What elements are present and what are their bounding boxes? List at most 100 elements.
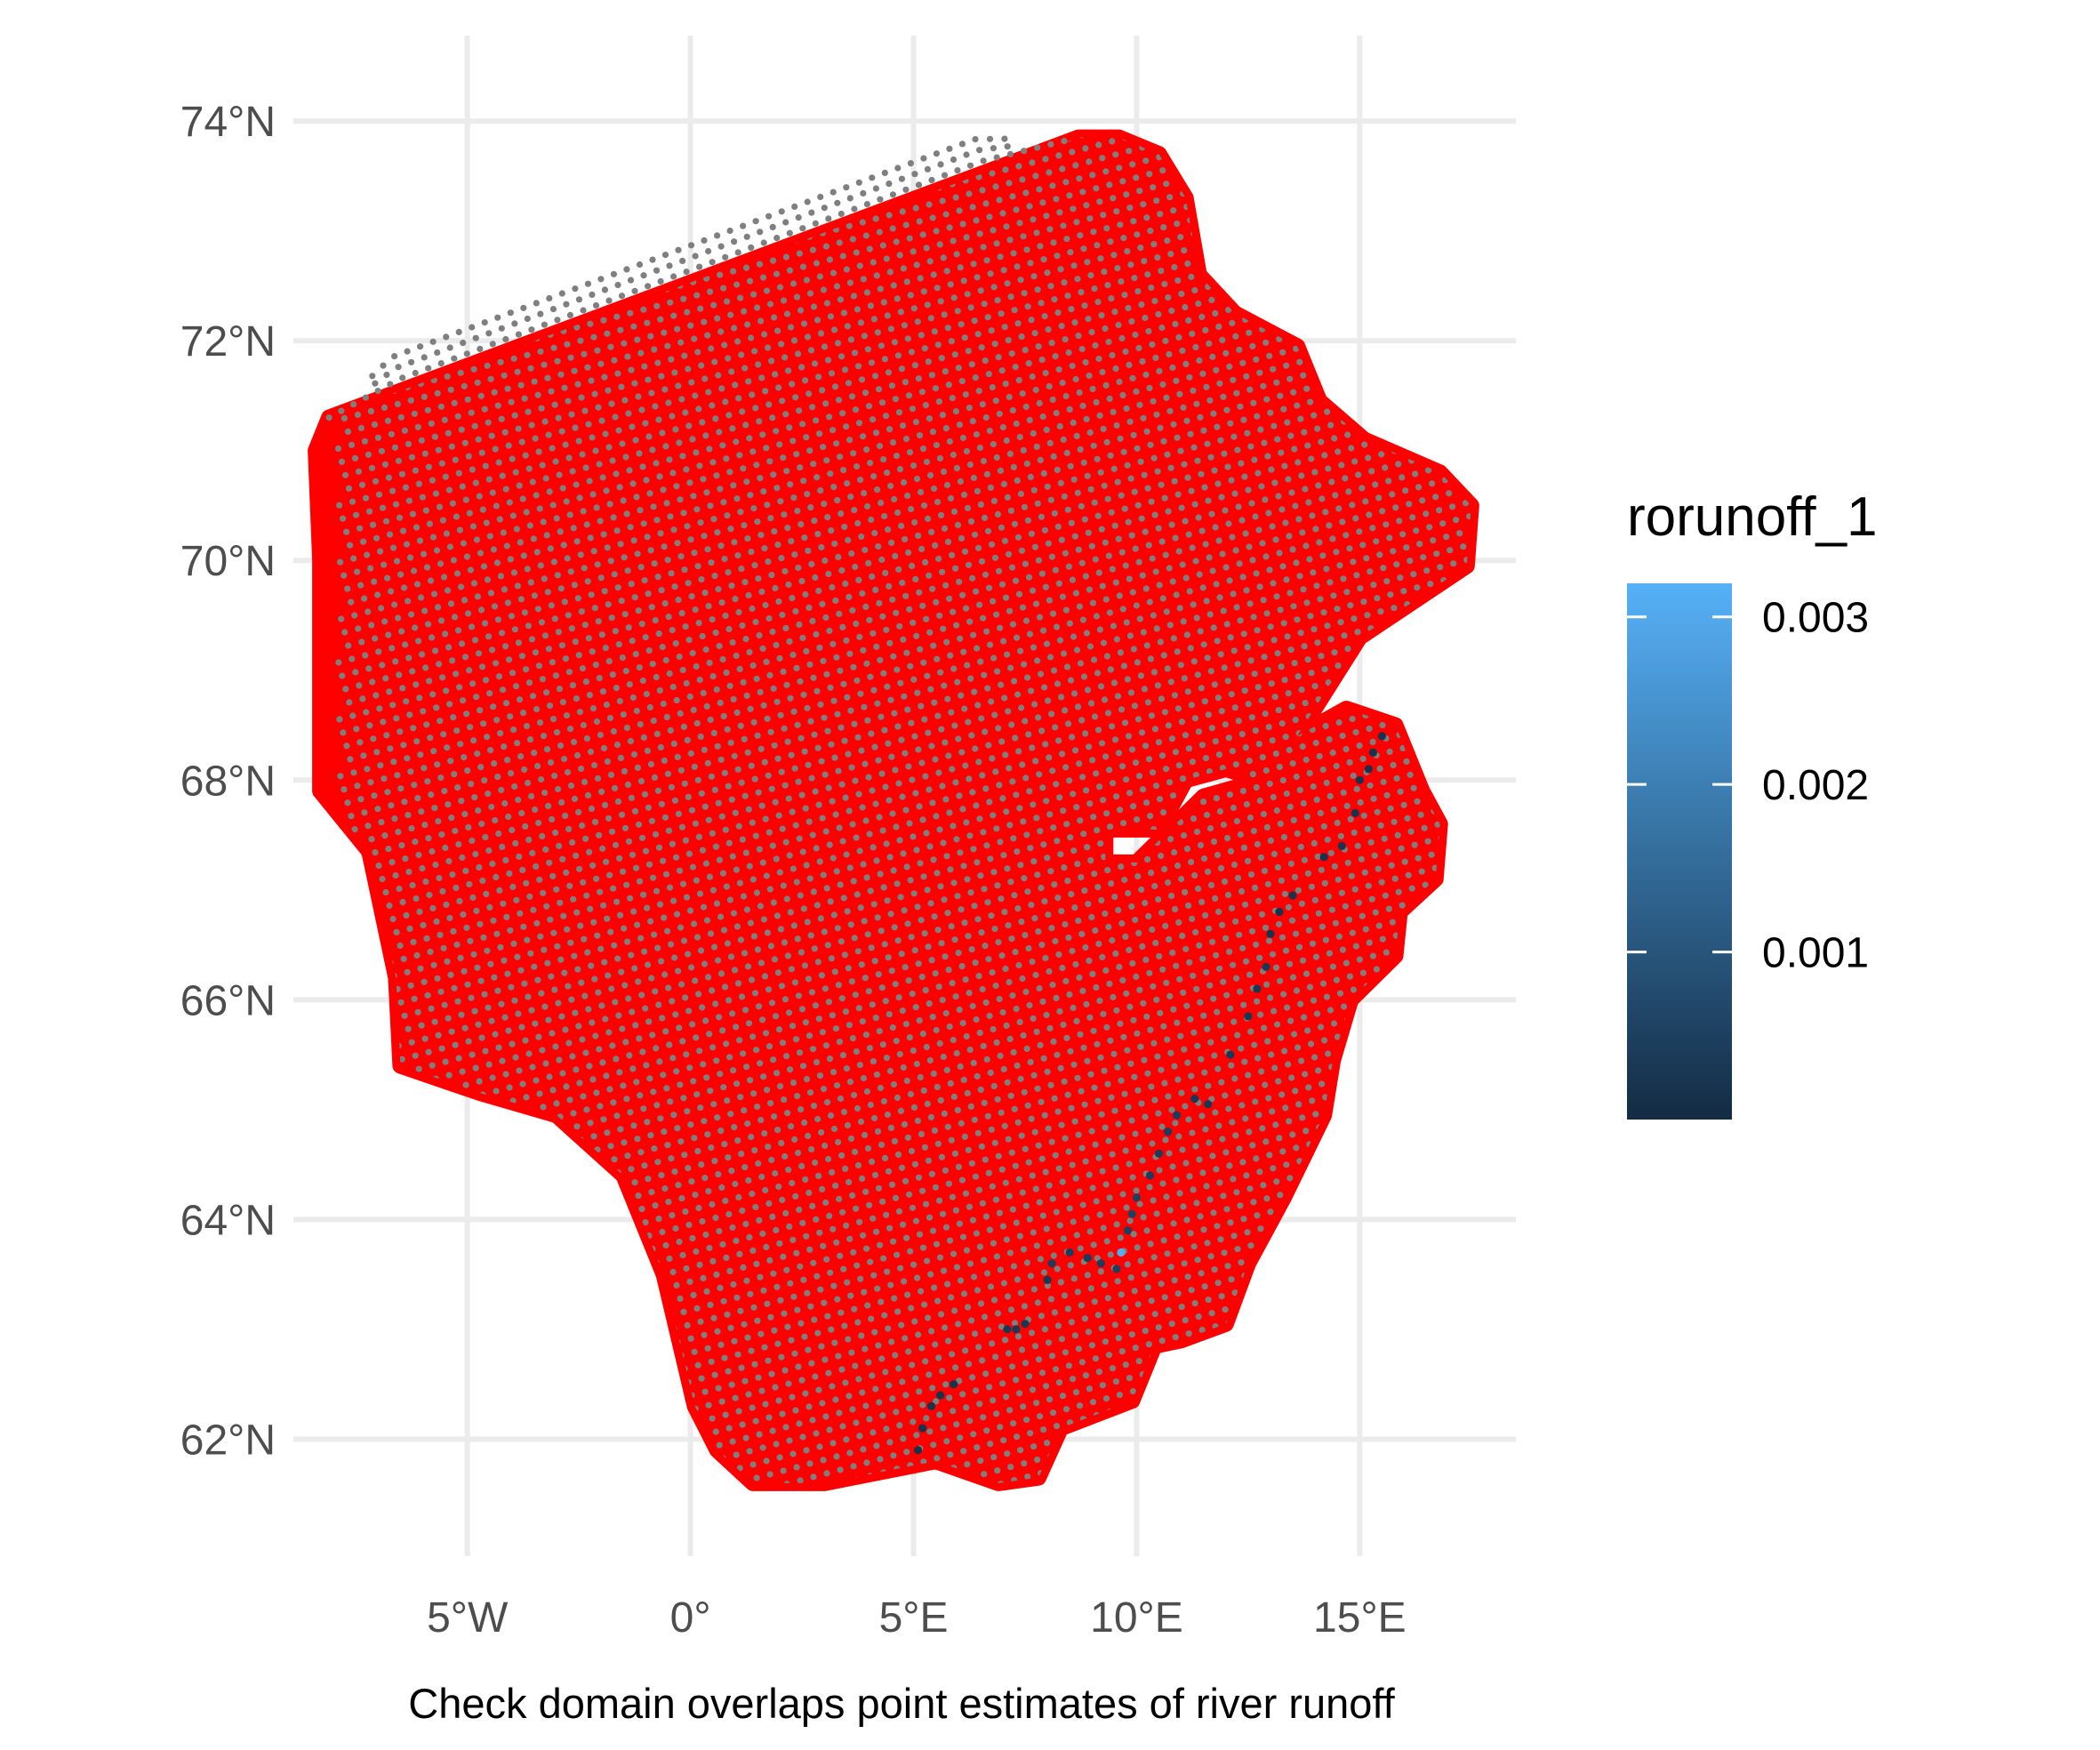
grid-point xyxy=(411,995,418,1002)
grid-point xyxy=(793,664,800,672)
grid-point xyxy=(444,744,451,751)
grid-point xyxy=(854,677,861,684)
grid-point xyxy=(466,880,473,888)
grid-point xyxy=(737,137,745,144)
grid-point xyxy=(640,92,646,99)
grid-point xyxy=(566,1096,573,1104)
grid-point xyxy=(671,1382,678,1389)
grid-point-outside xyxy=(498,325,505,332)
grid-point xyxy=(582,250,589,257)
grid-point xyxy=(632,651,639,658)
grid-point xyxy=(551,401,558,408)
grid-point xyxy=(790,865,797,872)
grid-point xyxy=(352,883,359,890)
grid-point xyxy=(541,204,549,212)
grid-point xyxy=(403,326,410,334)
grid-point xyxy=(1102,1338,1109,1345)
grid-point xyxy=(966,1046,974,1054)
grid-point xyxy=(380,347,387,355)
grid-point xyxy=(796,1420,803,1427)
grid-point xyxy=(921,716,928,723)
grid-point xyxy=(541,361,548,368)
grid-point xyxy=(768,999,776,1007)
grid-point xyxy=(707,502,714,510)
grid-point xyxy=(432,276,439,284)
grid-point xyxy=(613,313,621,320)
grid-point xyxy=(985,1169,992,1176)
grid-point xyxy=(382,90,389,96)
grid-point xyxy=(449,657,456,664)
grid-point xyxy=(717,913,725,920)
grid-point xyxy=(775,1397,782,1404)
grid-point xyxy=(532,649,540,656)
grid-point xyxy=(689,436,696,443)
grid-point-outside xyxy=(941,172,949,179)
grid-point xyxy=(418,1022,425,1029)
grid-point-outside xyxy=(572,285,579,293)
grid-point xyxy=(720,499,727,506)
grid-point xyxy=(1055,1379,1063,1386)
grid-point xyxy=(365,451,372,458)
grid-point xyxy=(693,1462,700,1469)
grid-point xyxy=(1071,1332,1078,1339)
grid-point xyxy=(700,689,707,697)
grid-point xyxy=(1022,1145,1029,1152)
grid-point xyxy=(608,186,615,193)
grid-point xyxy=(533,863,540,871)
grid-point xyxy=(510,1368,518,1376)
grid-point xyxy=(1092,1355,1099,1362)
grid-point xyxy=(963,1247,971,1254)
grid-point xyxy=(663,1085,670,1092)
grid-point xyxy=(933,1240,941,1248)
grid-point xyxy=(390,1186,397,1193)
grid-point xyxy=(657,1487,663,1493)
grid-point xyxy=(561,1397,569,1404)
grid-point xyxy=(701,1118,708,1125)
grid-point xyxy=(719,870,727,877)
grid-point xyxy=(909,1204,917,1211)
grid-point xyxy=(643,690,650,698)
grid-point xyxy=(920,873,927,880)
grid-point xyxy=(657,1329,664,1336)
grid-point xyxy=(988,1497,994,1504)
grid-point xyxy=(491,974,498,981)
grid-point xyxy=(393,130,399,136)
grid-point xyxy=(1023,1417,1030,1424)
grid-point xyxy=(457,954,464,961)
grid-point xyxy=(444,587,452,594)
grid-point xyxy=(765,614,773,622)
grid-point xyxy=(587,748,595,756)
grid-point xyxy=(347,384,354,391)
grid-point xyxy=(373,1334,381,1341)
grid-point xyxy=(355,625,362,632)
grid-point xyxy=(490,917,497,924)
grid-point xyxy=(547,1130,554,1137)
grid-point xyxy=(360,966,367,973)
grid-point xyxy=(882,998,889,1005)
grid-point xyxy=(334,445,342,452)
grid-point xyxy=(768,200,776,207)
grid-point xyxy=(959,1019,966,1027)
grid-point xyxy=(481,777,488,784)
grid-point xyxy=(766,1471,773,1478)
grid-point xyxy=(384,789,391,796)
grid-point xyxy=(505,442,512,449)
grid-point xyxy=(534,762,541,770)
grid-point xyxy=(546,1288,553,1295)
grid-point xyxy=(487,590,495,597)
grid-point xyxy=(627,524,634,531)
grid-point xyxy=(1097,1268,1104,1275)
grid-point-outside xyxy=(757,229,764,236)
grid-point xyxy=(801,534,808,542)
grid-point xyxy=(567,1367,574,1374)
grid-point xyxy=(985,956,992,963)
grid-point xyxy=(776,869,783,876)
grid-point xyxy=(589,1447,597,1454)
grid-point xyxy=(336,929,343,937)
grid-point xyxy=(433,1132,440,1139)
grid-point xyxy=(918,759,926,767)
grid-point xyxy=(822,1356,829,1363)
grid-point xyxy=(423,935,430,942)
grid-point xyxy=(468,994,475,1001)
grid-point xyxy=(389,1072,396,1080)
